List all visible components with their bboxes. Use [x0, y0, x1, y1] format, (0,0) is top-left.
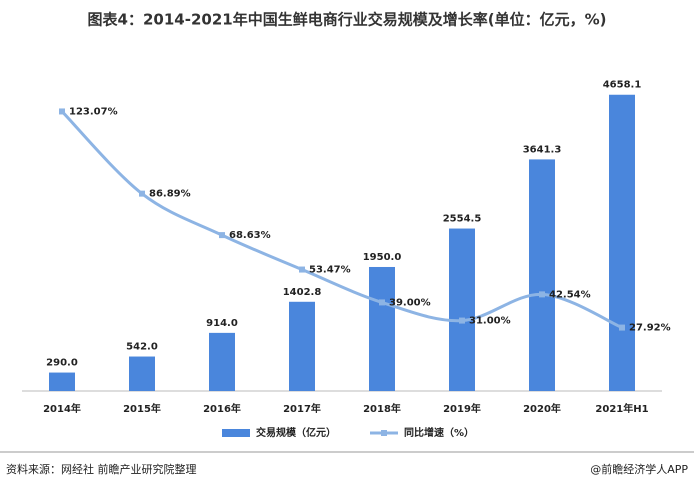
line-marker — [219, 232, 225, 239]
bar — [369, 266, 395, 391]
line-marker — [59, 108, 65, 115]
credit: @前瞻经济学人APP — [590, 462, 688, 476]
line-marker — [619, 324, 625, 331]
x-tick-label: 2018年 — [363, 402, 401, 415]
legend-label: 交易规模（亿元） — [256, 426, 336, 439]
line-label: 31.00% — [469, 316, 511, 327]
bar-label: 4658.1 — [603, 80, 642, 91]
x-tick-label: 2014年 — [43, 402, 81, 415]
line-label: 68.63% — [229, 230, 271, 241]
bar-label: 1950.0 — [363, 252, 402, 263]
bar — [609, 94, 635, 391]
x-tick-label: 2015年 — [123, 402, 161, 415]
x-tick-label: 2021年H1 — [595, 402, 648, 415]
bar — [449, 228, 475, 391]
bar — [289, 301, 315, 391]
legend-swatch — [222, 429, 250, 437]
line-label: 27.92% — [629, 323, 671, 334]
bar-label: 3641.3 — [523, 144, 562, 155]
bar-label: 542.0 — [126, 342, 158, 353]
bar-label: 1402.8 — [283, 287, 322, 298]
line-marker — [299, 266, 305, 273]
bar — [129, 356, 155, 391]
x-tick-label: 2017年 — [283, 402, 321, 415]
bar-label: 2554.5 — [443, 214, 482, 225]
legend-label: 同比增速（%） — [404, 426, 474, 439]
x-tick-label: 2019年 — [443, 402, 481, 415]
x-tick-label: 2020年 — [523, 402, 561, 415]
bar — [49, 372, 75, 391]
line-marker — [459, 317, 465, 324]
x-tick-label: 2016年 — [203, 402, 241, 415]
source: 资料来源：网经社 前瞻产业研究院整理 — [6, 462, 197, 476]
bar — [529, 159, 555, 391]
line-label: 86.89% — [149, 189, 191, 200]
line-label: 39.00% — [389, 297, 431, 308]
legend-swatch — [381, 430, 387, 436]
line-label: 42.54% — [549, 289, 591, 300]
line-label: 53.47% — [309, 265, 351, 276]
bar — [209, 332, 235, 391]
line-label: 123.07% — [69, 106, 118, 117]
line-marker — [379, 299, 385, 306]
line-marker — [539, 291, 545, 298]
chart-title: 图表4：2014-2021年中国生鲜电商行业交易规模及增长率(单位：亿元，%) — [88, 11, 607, 29]
line-marker — [139, 190, 145, 197]
bar-label: 914.0 — [206, 318, 238, 329]
bar-label: 290.0 — [46, 358, 78, 369]
